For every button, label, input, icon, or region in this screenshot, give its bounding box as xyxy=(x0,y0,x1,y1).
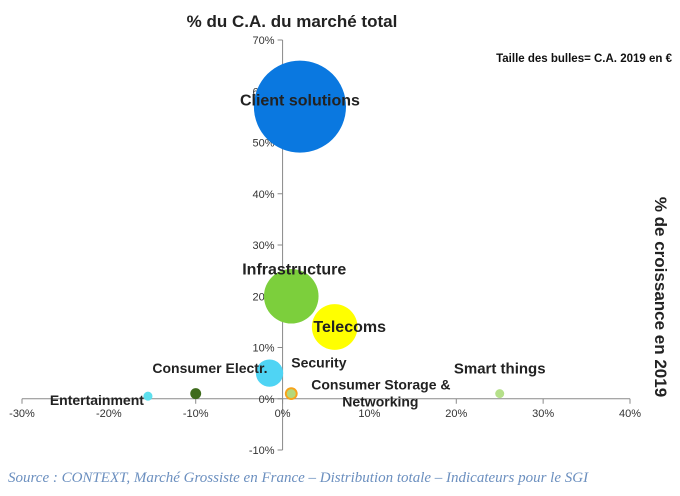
x-tick-label: 40% xyxy=(619,408,641,420)
bubble-label: Infrastructure xyxy=(242,261,346,278)
bubble-labels: Client solutions Infrastructure Telecoms Co… xyxy=(50,93,546,410)
y-tick-label: 40% xyxy=(253,189,275,201)
bubble-label: Security xyxy=(291,355,346,371)
bubble xyxy=(286,389,296,399)
chart-title: % du C.A. du marché total xyxy=(187,12,398,31)
bubble-label-line: Consumer Storage & xyxy=(311,377,450,393)
y-tick-label: -10% xyxy=(249,445,275,457)
x-tick-label: -30% xyxy=(9,408,35,420)
x-tick-label: -20% xyxy=(96,408,122,420)
bubble-label: Consumer Storage & Networking xyxy=(311,377,450,410)
bubble-label: Client solutions xyxy=(240,93,360,110)
bubble-label: Telecoms xyxy=(313,319,386,336)
y-tick-label: 30% xyxy=(253,240,275,252)
source-note: Source : CONTEXT, Marché Grossiste en Fr… xyxy=(8,470,589,486)
bubble xyxy=(190,388,202,400)
bubble xyxy=(143,391,153,401)
y-tick-label: 70% xyxy=(253,35,275,47)
x-tick-label: -10% xyxy=(183,408,209,420)
bubble xyxy=(253,60,346,153)
bubble xyxy=(311,304,358,350)
bubble-label: Consumer Electr. xyxy=(152,360,267,376)
bubble-label-line: Networking xyxy=(342,394,418,410)
bubble xyxy=(263,268,319,324)
bubble xyxy=(255,359,284,387)
bubbles xyxy=(143,60,505,401)
bubble-label: Entertainment xyxy=(50,392,144,408)
x-tick-label: 10% xyxy=(358,408,380,420)
bubble-label: Smart things xyxy=(454,361,546,378)
x-tick-label: 20% xyxy=(445,408,467,420)
y-axis-title: % de croissance en 2019 xyxy=(651,197,670,397)
bubble xyxy=(495,389,505,399)
x-tick-label: 0% xyxy=(275,408,291,420)
x-tick-label: 30% xyxy=(532,408,554,420)
bubble-size-note: Taille des bulles= C.A. 2019 en € xyxy=(496,53,672,65)
axes: -30% -20% -10% 0% 10% 20% 30% 40%-10%0%10%20%30… xyxy=(9,35,641,457)
y-tick-label: 10% xyxy=(253,343,275,355)
y-tick-label: 0% xyxy=(259,394,275,406)
